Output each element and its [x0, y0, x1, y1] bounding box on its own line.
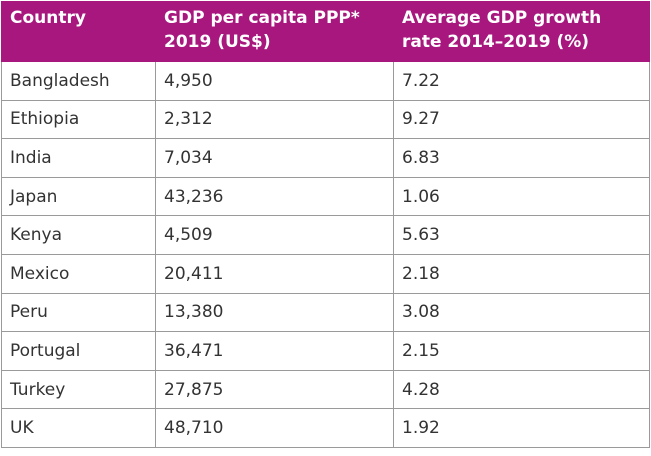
header-cell: Country — [1, 1, 156, 62]
table-cell: 1.92 — [393, 408, 650, 448]
table-cell: Turkey — [1, 369, 156, 410]
table-row: UK 48,710 1.92 — [1, 408, 650, 448]
gdp-table: Country GDP per capita PPP* 2019 (US$) Ave… — [1, 1, 650, 448]
table-cell: 2.18 — [393, 253, 650, 294]
table-cell: 7.22 — [393, 61, 650, 101]
table-cell: Peru — [1, 292, 156, 333]
header-row: Country GDP per capita PPP* 2019 (US$) Ave… — [1, 1, 650, 62]
table-row: Mexico 20,411 2.18 — [1, 253, 650, 294]
table-row: Portugal 36,471 2.15 — [1, 331, 650, 371]
table-row: Japan 43,236 1.06 — [1, 176, 650, 217]
table-cell: UK — [1, 408, 156, 448]
header-cell: Average GDP growth rate 2014–2019 (%) — [393, 1, 650, 62]
table-row: Kenya 4,509 5.63 — [1, 215, 650, 255]
table-body: Bangladesh 4,950 7.22 Ethiopia 2,312 9.27 Indi… — [1, 61, 650, 448]
table-cell: Kenya — [1, 215, 156, 255]
table-cell: 6.83 — [393, 138, 650, 178]
table-cell: 36,471 — [155, 331, 394, 371]
table-cell: 20,411 — [155, 253, 394, 294]
table-cell: Portugal — [1, 331, 156, 371]
table-cell: 4,509 — [155, 215, 394, 255]
table-cell: 3.08 — [393, 292, 650, 333]
header-cell: GDP per capita PPP* 2019 (US$) — [155, 1, 394, 62]
table-cell: Japan — [1, 176, 156, 217]
table-row: Ethiopia 2,312 9.27 — [1, 99, 650, 140]
table-row: Turkey 27,875 4.28 — [1, 369, 650, 410]
table-cell: 4.28 — [393, 369, 650, 410]
table-cell: India — [1, 138, 156, 178]
table-cell: 1.06 — [393, 176, 650, 217]
table-cell: 27,875 — [155, 369, 394, 410]
table-row: India 7,034 6.83 — [1, 138, 650, 178]
table-cell: 2.15 — [393, 331, 650, 371]
table-cell: 2,312 — [155, 99, 394, 140]
table-cell: 9.27 — [393, 99, 650, 140]
table-row: Peru 13,380 3.08 — [1, 292, 650, 333]
table-cell: 7,034 — [155, 138, 394, 178]
table-cell: 4,950 — [155, 61, 394, 101]
table-cell: 13,380 — [155, 292, 394, 333]
table-cell: Ethiopia — [1, 99, 156, 140]
table-cell: 5.63 — [393, 215, 650, 255]
table-cell: 48,710 — [155, 408, 394, 448]
table-cell: 43,236 — [155, 176, 394, 217]
table-row: Bangladesh 4,950 7.22 — [1, 61, 650, 101]
table-cell: Mexico — [1, 253, 156, 294]
table-cell: Bangladesh — [1, 61, 156, 101]
